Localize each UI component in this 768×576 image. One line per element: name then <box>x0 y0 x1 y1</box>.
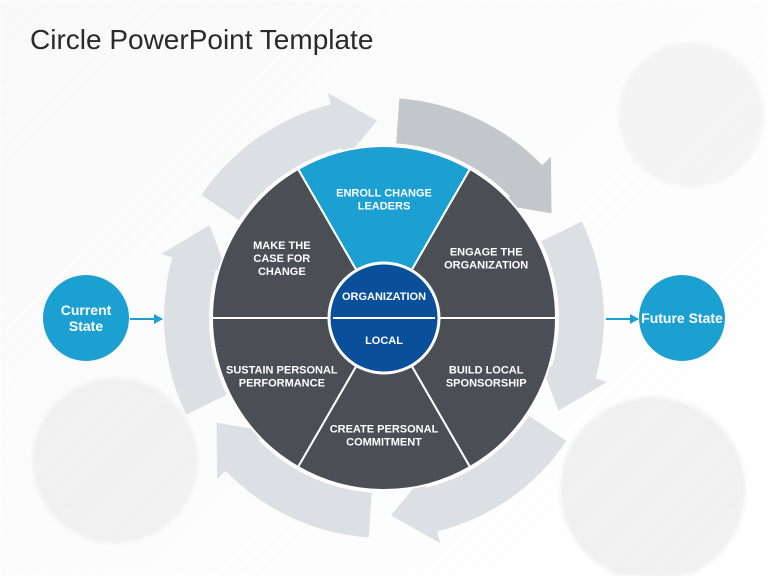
arrow-cycle-to-future <box>606 318 638 320</box>
future-state-circle: Future State <box>639 275 725 361</box>
center-top-label: ORGANIZATION <box>342 291 426 303</box>
cycle-diagram: ENROLL CHANGELEADERSENGAGE THEORGANIZATI… <box>144 78 624 558</box>
arrow-current-to-cycle <box>130 318 162 320</box>
diagram-stage: Current State Future State ENROLL CHANGE… <box>0 60 768 576</box>
pie-segment-label: BUILD LOCALSPONSORSHIP <box>446 364 527 389</box>
pie-segment-label: MAKE THECASE FORCHANGE <box>253 240 310 278</box>
center-bottom-label: LOCAL <box>365 335 403 347</box>
current-state-label: Current State <box>43 302 129 334</box>
future-state-label: Future State <box>641 310 723 326</box>
pie-segment-label: SUSTAIN PERSONALPERFORMANCE <box>226 364 338 389</box>
page-title: Circle PowerPoint Template <box>30 24 373 56</box>
pie-segment-label: ENGAGE THEORGANIZATION <box>444 246 528 271</box>
current-state-circle: Current State <box>43 275 129 361</box>
